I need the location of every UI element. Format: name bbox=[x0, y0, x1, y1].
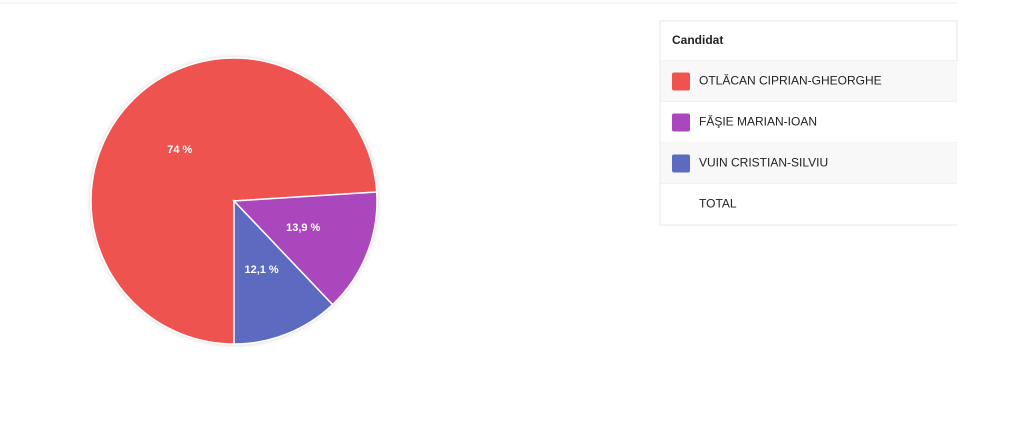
table-row-bg bbox=[660, 184, 957, 225]
total-label: TOTAL bbox=[699, 197, 737, 211]
legend-label: VUIN CRISTIAN-SILVIU bbox=[699, 156, 828, 170]
slice-label: 13,9 % bbox=[286, 222, 320, 234]
table-header: Candidat bbox=[672, 33, 723, 47]
legend-label: FĂŞIE MARIAN-IOAN bbox=[699, 114, 817, 129]
pie-slice bbox=[233, 199, 334, 345]
slice-label: 12,1 % bbox=[244, 264, 278, 276]
legend-swatch bbox=[672, 154, 690, 173]
legend-swatch bbox=[672, 72, 690, 91]
legend-swatch bbox=[672, 113, 690, 132]
pie bbox=[90, 57, 378, 345]
table-header-bg bbox=[659, 20, 958, 62]
table-row-bg bbox=[660, 143, 957, 184]
table-row-bg bbox=[660, 61, 957, 102]
legend-label: OTLĂCAN CIPRIAN-GHEORGHE bbox=[699, 73, 882, 88]
pie-labels: 74 % 13,9 % 12,1 % bbox=[167, 144, 320, 276]
slice-label: 74 % bbox=[167, 144, 192, 156]
pie-slice bbox=[232, 191, 378, 306]
legend-table: Candidat OTLĂCAN CIPRIAN-GHEORGHE FĂŞIE M… bbox=[659, 20, 958, 226]
table-row-bg bbox=[660, 102, 957, 143]
